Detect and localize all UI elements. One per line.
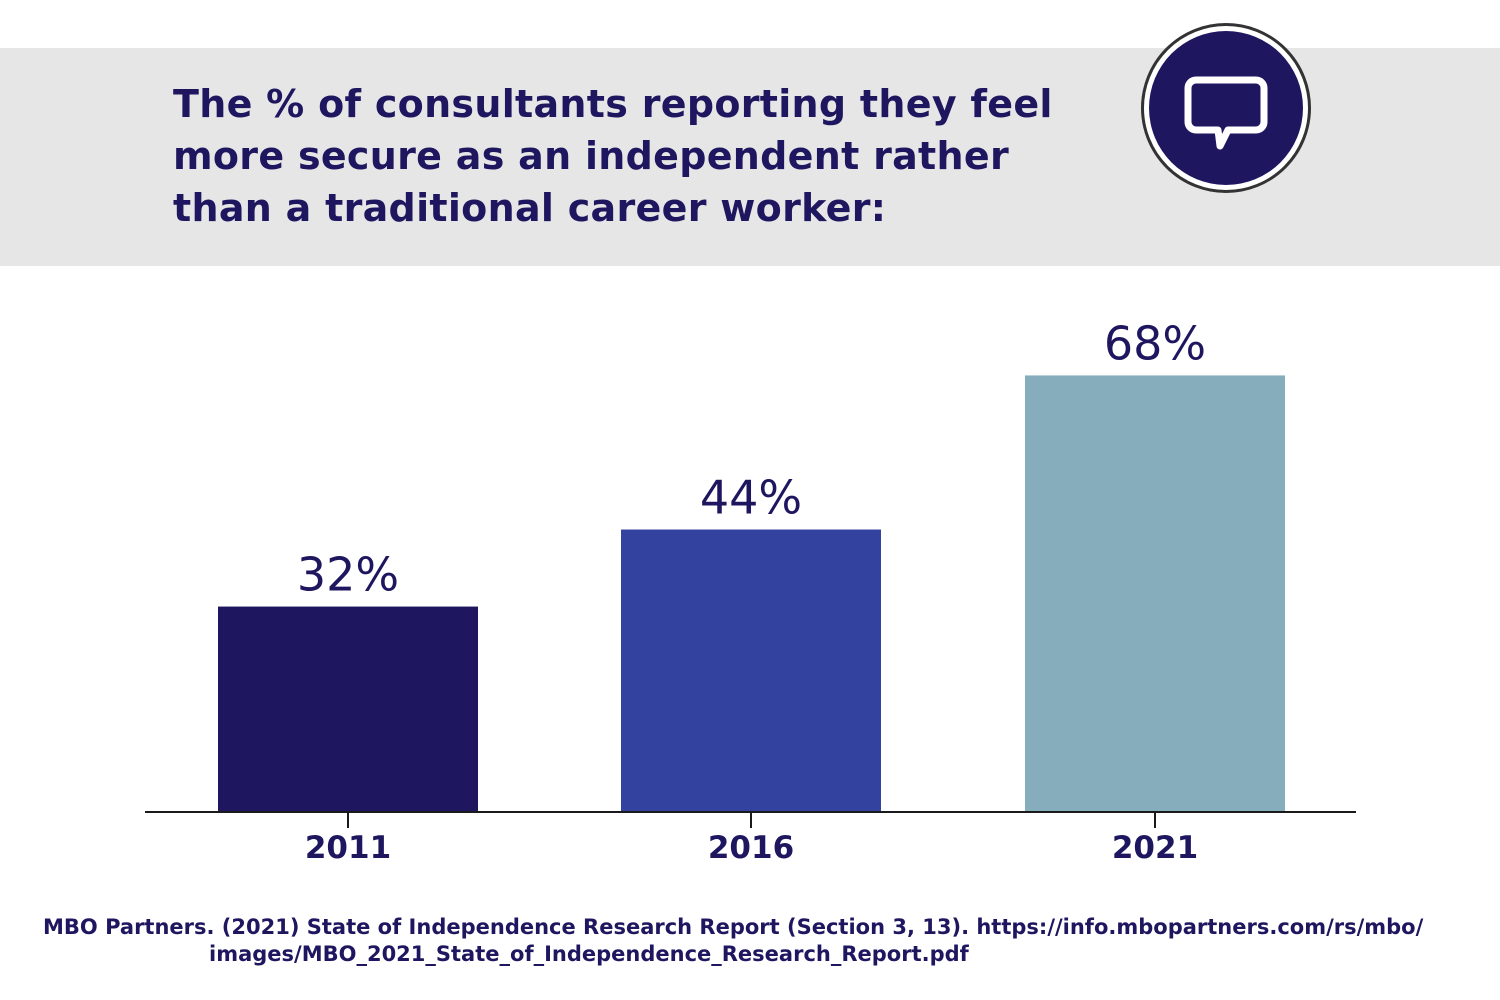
bar-chart: 32% 2011 44% 2016 68% 2021 — [145, 316, 1356, 866]
chart-title: The % of consultants reporting they feel… — [173, 82, 1053, 230]
bar-2021 — [1025, 375, 1285, 812]
source-line-1: MBO Partners. (2021) State of Independen… — [43, 915, 1424, 939]
x-tick-label-2011: 2011 — [305, 830, 391, 866]
speech-bubble-glyph — [1184, 76, 1268, 150]
source-line-2: images/MBO_2021_State_of_Independence_Re… — [209, 942, 969, 966]
x-tick-label-2016: 2016 — [708, 830, 794, 866]
source-citation: MBO Partners. (2021) State of Independen… — [43, 914, 1463, 968]
speech-bubble-icon — [1141, 23, 1311, 193]
value-label-2011: 32% — [297, 548, 399, 602]
bar-2016 — [621, 529, 881, 812]
value-label-2021: 68% — [1104, 316, 1206, 370]
x-tick-label-2021: 2021 — [1112, 830, 1198, 866]
bar-2011 — [218, 606, 478, 812]
icon-badge-circle — [1149, 31, 1303, 185]
value-label-2016: 44% — [700, 471, 802, 525]
